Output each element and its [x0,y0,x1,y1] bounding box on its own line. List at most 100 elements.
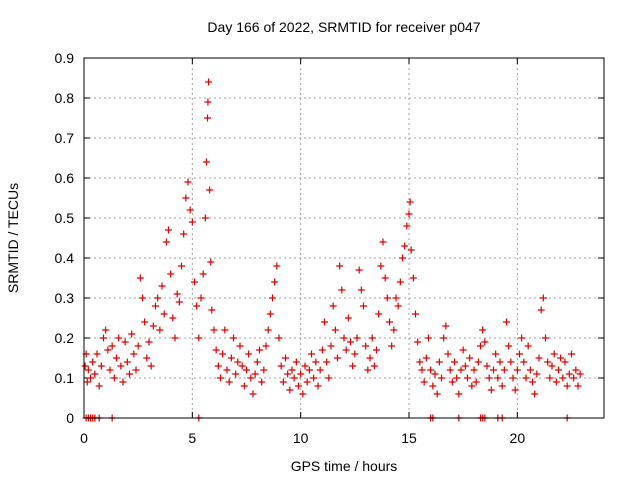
data-point [537,306,545,314]
data-point [299,390,307,398]
data-point [303,378,311,386]
data-point [529,378,536,386]
data-point [136,274,144,282]
data-point [565,370,573,378]
data-point [438,374,445,382]
data-point [422,354,430,362]
data-point [193,302,201,310]
data-point [351,350,359,358]
data-point [201,214,209,222]
data-point [180,230,188,238]
data-point [167,270,175,278]
data-point [175,298,183,306]
data-point [412,310,419,318]
data-point [113,354,120,362]
data-point [230,334,237,342]
data-point [444,350,452,358]
data-point [310,374,318,382]
x-tick-label: 20 [510,430,526,446]
data-point [143,354,151,362]
data-point [152,302,159,310]
data-point [429,382,437,390]
data-point [327,342,335,350]
x-axis-label: GPS time / hours [291,458,398,474]
data-point [186,206,194,214]
data-point [253,358,261,366]
data-point [483,362,491,370]
data-point [574,382,582,390]
data-point [392,294,400,302]
data-point [431,370,439,378]
data-point [526,366,534,374]
data-point [258,378,266,386]
data-point [132,366,140,374]
data-point [89,358,97,366]
data-point [420,378,428,386]
data-point [386,318,393,326]
x-tick-label: 10 [293,430,309,446]
data-point [139,294,146,302]
data-point [520,358,528,366]
data-point [468,382,476,390]
data-point [154,294,162,302]
data-point [377,262,385,270]
data-point [340,334,348,342]
y-tick-label: 0.5 [55,210,75,226]
data-point [500,366,508,374]
data-point [232,370,240,378]
data-point [448,378,456,386]
data-point [375,310,383,318]
data-point [81,362,89,370]
data-point [290,374,298,382]
data-point [433,390,441,398]
data-point [301,362,309,370]
data-point [115,334,123,342]
data-point [570,374,578,382]
data-point [214,362,222,370]
data-point [347,338,354,346]
data-point [394,302,402,310]
data-point [559,374,567,382]
data-point [552,378,560,386]
data-point [297,370,305,378]
data-point [173,290,181,298]
data-point [266,310,274,318]
data-point [279,378,287,386]
data-point [149,322,157,330]
y-tick-label: 0.1 [55,370,75,386]
data-point [205,78,213,86]
data-point [223,366,231,374]
data-point [108,342,116,350]
data-point [496,358,504,366]
y-tick-label: 0.2 [55,330,75,346]
data-point [308,350,315,358]
data-point [557,354,565,362]
data-point [485,374,493,382]
data-point [336,262,344,270]
data-point [568,350,575,358]
data-point [457,366,465,374]
data-point [555,366,562,374]
data-point [134,342,142,350]
data-point [331,326,339,334]
data-point [256,346,263,354]
data-point [314,382,322,390]
data-point [403,222,411,230]
data-point [204,114,211,122]
data-point [219,350,227,358]
data-point [249,390,257,398]
data-point [368,334,376,342]
data-point [561,358,569,366]
y-tick-label: 0.3 [55,290,75,306]
data-point [119,378,127,386]
data-point [271,278,279,286]
data-point [507,358,515,366]
data-point [390,326,398,334]
data-point [546,374,554,382]
data-point [288,366,296,374]
data-point [572,366,580,374]
data-point [406,198,414,206]
data-point [329,302,337,310]
y-tick-label: 0.9 [55,50,75,66]
data-point [130,350,138,358]
